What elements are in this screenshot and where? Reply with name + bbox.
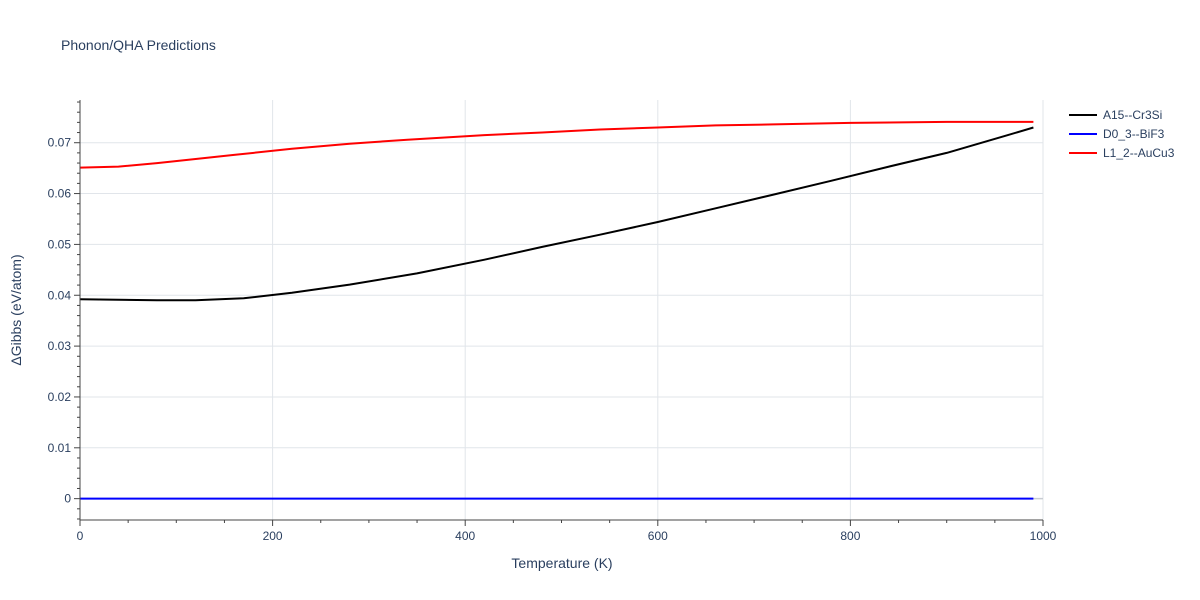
y-tick-label: 0.02 xyxy=(48,390,72,404)
x-tick-label: 800 xyxy=(840,529,860,543)
y-tick-label: 0 xyxy=(64,492,71,506)
series-line-l1-2-aucu3 xyxy=(79,120,1034,169)
x-axis-title: Temperature (K) xyxy=(511,555,612,571)
legend[interactable]: A15--Cr3Si D0_3--BiF3 L1_2--AuCu3 xyxy=(1069,108,1175,160)
x-tick-label: 1000 xyxy=(1030,529,1057,543)
series-line-a15-cr3si xyxy=(79,126,1034,302)
y-axis-title: ΔGibbs (eV/atom) xyxy=(8,254,24,365)
y-tick-label: 0.06 xyxy=(48,187,72,201)
legend-item-l1-2-aucu3[interactable]: L1_2--AuCu3 xyxy=(1069,146,1175,160)
legend-label: A15--Cr3Si xyxy=(1103,108,1162,122)
y-tick-label: 0.01 xyxy=(48,441,72,455)
grid xyxy=(80,100,1044,520)
y-tick-label: 0.05 xyxy=(48,237,72,251)
plot-series xyxy=(79,120,1034,500)
legend-item-a15-cr3si[interactable]: A15--Cr3Si xyxy=(1069,108,1162,122)
x-tick-label: 400 xyxy=(455,529,475,543)
legend-item-d0-3-bif3[interactable]: D0_3--BiF3 xyxy=(1069,127,1165,141)
y-tick-label: 0.03 xyxy=(48,339,72,353)
x-tick-label: 200 xyxy=(263,529,283,543)
chart-title: Phonon/QHA Predictions xyxy=(61,37,216,53)
axes xyxy=(74,100,1044,526)
legend-label: L1_2--AuCu3 xyxy=(1103,146,1175,160)
y-tick-label: 0.07 xyxy=(48,136,72,150)
tick-labels: 0 200 400 600 800 1000 0 0.01 0.02 0.03 0.04 0.05 0.… xyxy=(48,136,1057,543)
x-tick-label: 600 xyxy=(648,529,668,543)
y-tick-label: 0.04 xyxy=(48,288,72,302)
legend-label: D0_3--BiF3 xyxy=(1103,127,1165,141)
x-tick-label: 0 xyxy=(77,529,84,543)
